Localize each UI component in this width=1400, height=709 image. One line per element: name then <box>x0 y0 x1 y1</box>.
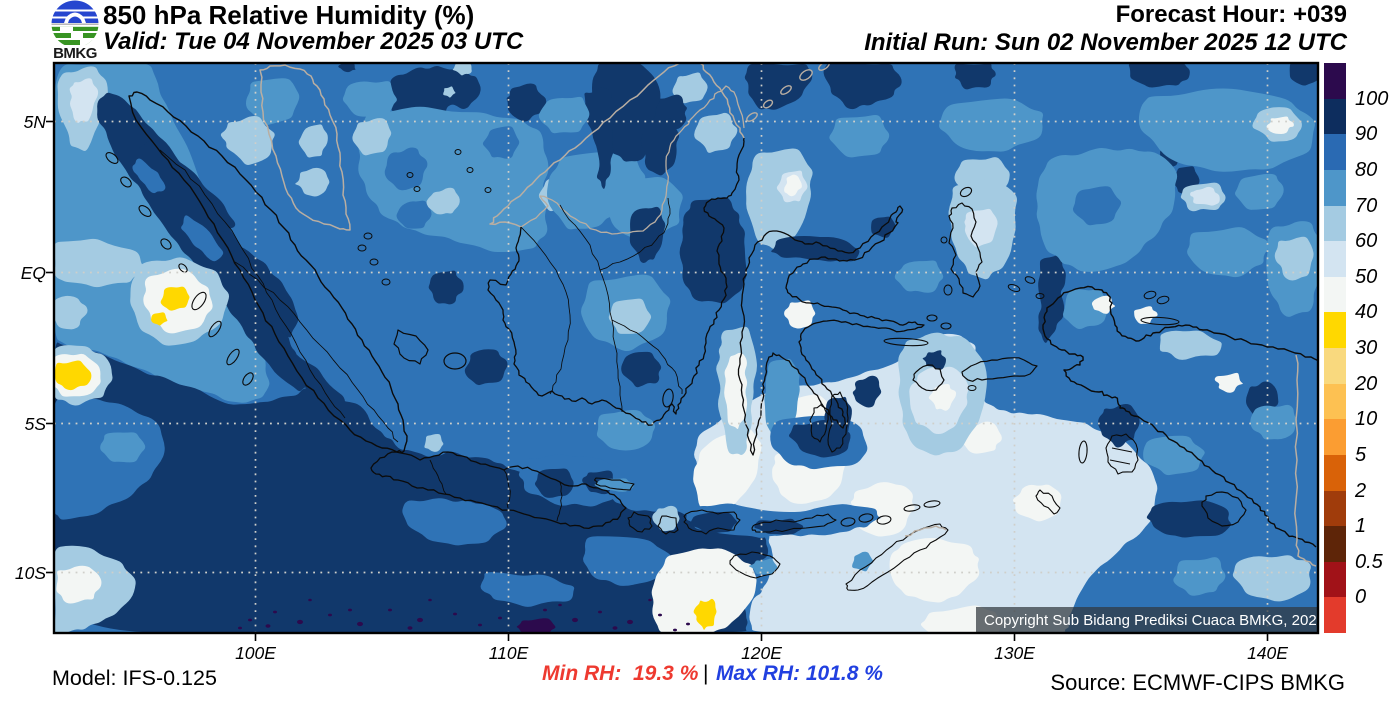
svg-text:Copyright Sub Bidang Prediksi: Copyright Sub Bidang Prediksi Cuaca BMKG… <box>984 612 1325 629</box>
svg-text:BMKG: BMKG <box>53 45 97 60</box>
